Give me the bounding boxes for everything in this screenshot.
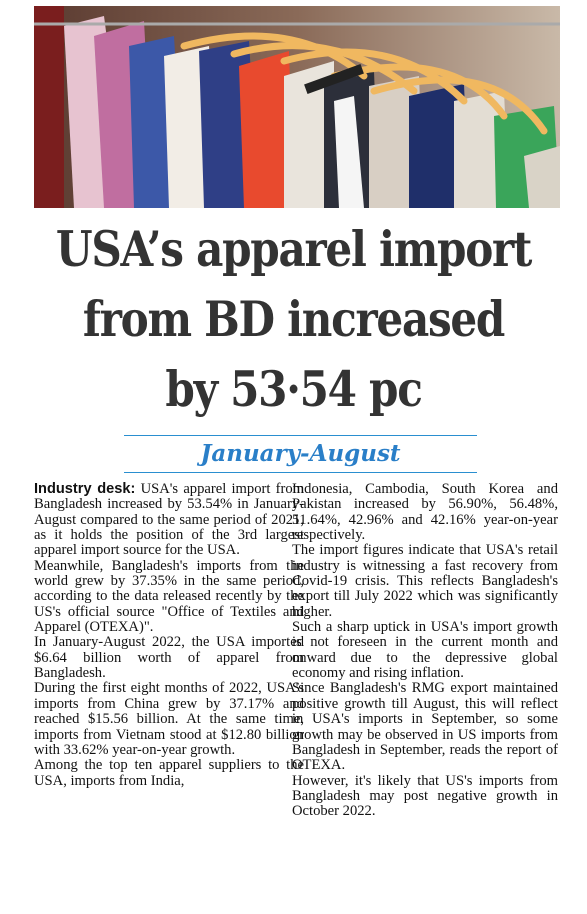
subhead-rule-bottom	[124, 472, 477, 473]
article-column-right: Indonesia, Cambodia, South Korea and Pak…	[292, 481, 558, 820]
paragraph: Since Bangladesh's RMG export maintained…	[292, 680, 558, 774]
paragraph: Industry desk: USA's apparel import from…	[34, 481, 305, 559]
paragraph: However, it's likely that US's imports f…	[292, 772, 558, 820]
headline: USA’s apparel import from BD increased b…	[0, 214, 587, 424]
paragraph: Such a sharp uptick in USA's import grow…	[292, 619, 558, 682]
paragraph: Meanwhile, Bangladesh's imports from the…	[34, 557, 304, 636]
paragraph: In January-August 2022, the USA imported…	[34, 634, 304, 682]
subhead: January-August	[200, 440, 401, 467]
paragraph: During the first eight months of 2022, U…	[34, 680, 304, 758]
headline-line-1: USA’s apparel import	[55, 220, 533, 278]
article-column-left: Industry desk: USA's apparel import from…	[34, 481, 305, 789]
subhead-rule-top	[124, 435, 477, 436]
clothes-rack-photo	[34, 6, 560, 208]
paragraph: The import figures indicate that USA's r…	[292, 542, 558, 620]
headline-line-3: by 53·54 pc	[165, 360, 422, 418]
paragraph-text: USA's apparel import from Bangladesh inc…	[34, 481, 305, 559]
headline-line-2: from BD increased	[82, 290, 506, 348]
paragraph: Indonesia, Cambodia, South Korea and Pak…	[292, 481, 558, 544]
byline-lead: Industry desk:	[34, 481, 136, 497]
paragraph: Among the top ten apparel suppliers to t…	[34, 757, 304, 789]
